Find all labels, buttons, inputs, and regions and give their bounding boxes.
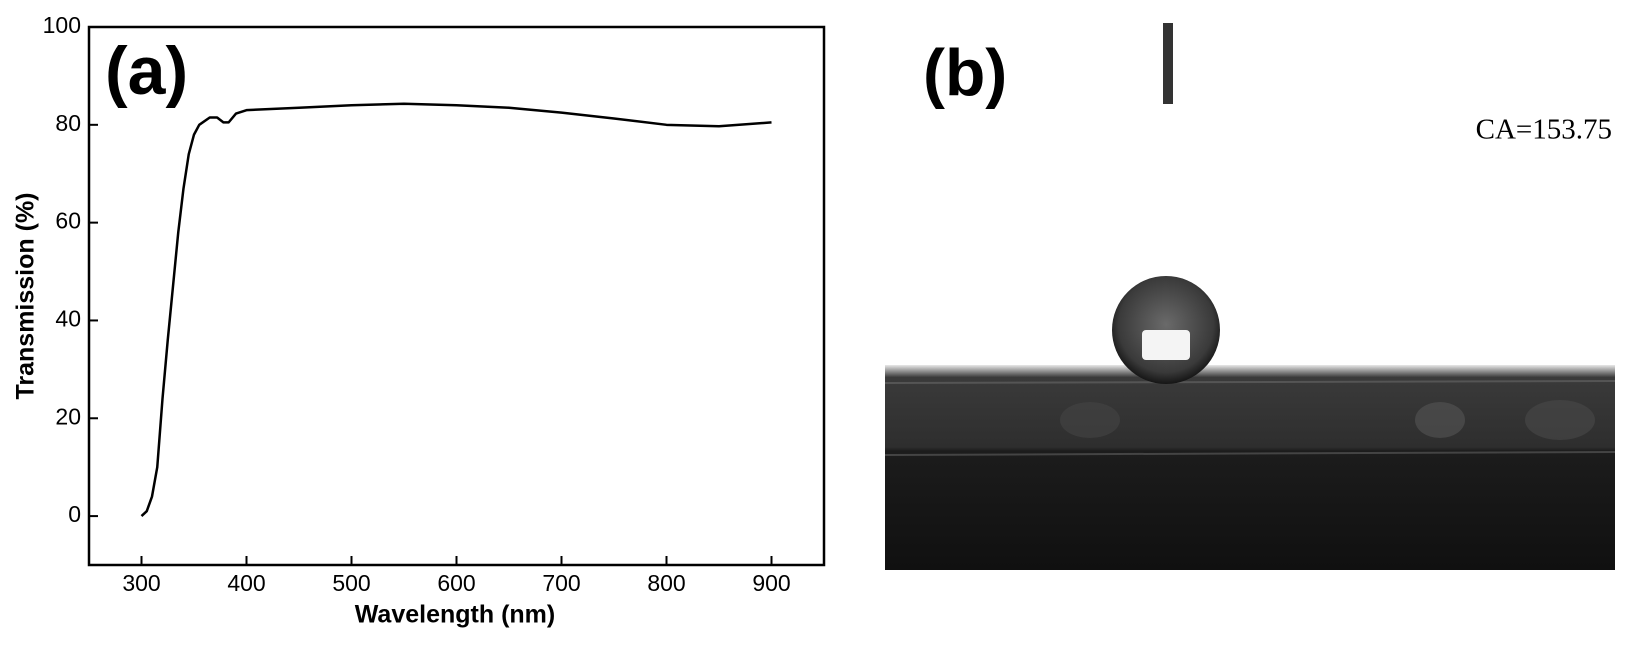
x-tick-label: 800 [647, 570, 685, 596]
x-axis-label: Wavelength (nm) [355, 601, 555, 629]
figure: (b) CA=153.75 (a) Wavelength (nm) Transm… [0, 0, 1626, 645]
x-tick-label: 400 [227, 570, 265, 596]
y-tick-label: 100 [43, 12, 81, 38]
droplet-highlight [1142, 330, 1190, 360]
x-tick-label: 500 [332, 570, 370, 596]
blur [1525, 400, 1595, 440]
plot-frame [89, 27, 824, 565]
substrate [885, 365, 1615, 570]
line [142, 104, 772, 516]
panel-label: (b) [923, 35, 1007, 109]
blur [1060, 402, 1120, 438]
photo: (b) CA=153.75 [885, 23, 1615, 570]
y-tick-label: 60 [55, 208, 81, 234]
y-axis-label: Transmission (%) [12, 193, 40, 400]
x-tick-label: 700 [542, 570, 580, 596]
y-tick-label: 80 [55, 110, 81, 136]
contact-angle: CA=153.75 [1476, 114, 1612, 146]
panel-label: (a) [105, 33, 188, 109]
chart: (a) Wavelength (nm) Transmission (%) 300… [12, 12, 824, 629]
needle [1163, 23, 1173, 104]
x-tick-label: 300 [122, 570, 160, 596]
y-tick-label: 0 [68, 501, 81, 527]
x-tick-label: 600 [437, 570, 475, 596]
y-tick-label: 20 [55, 403, 81, 429]
blur [1415, 402, 1465, 438]
y-tick-label: 40 [55, 306, 81, 332]
x-tick-label: 900 [752, 570, 790, 596]
